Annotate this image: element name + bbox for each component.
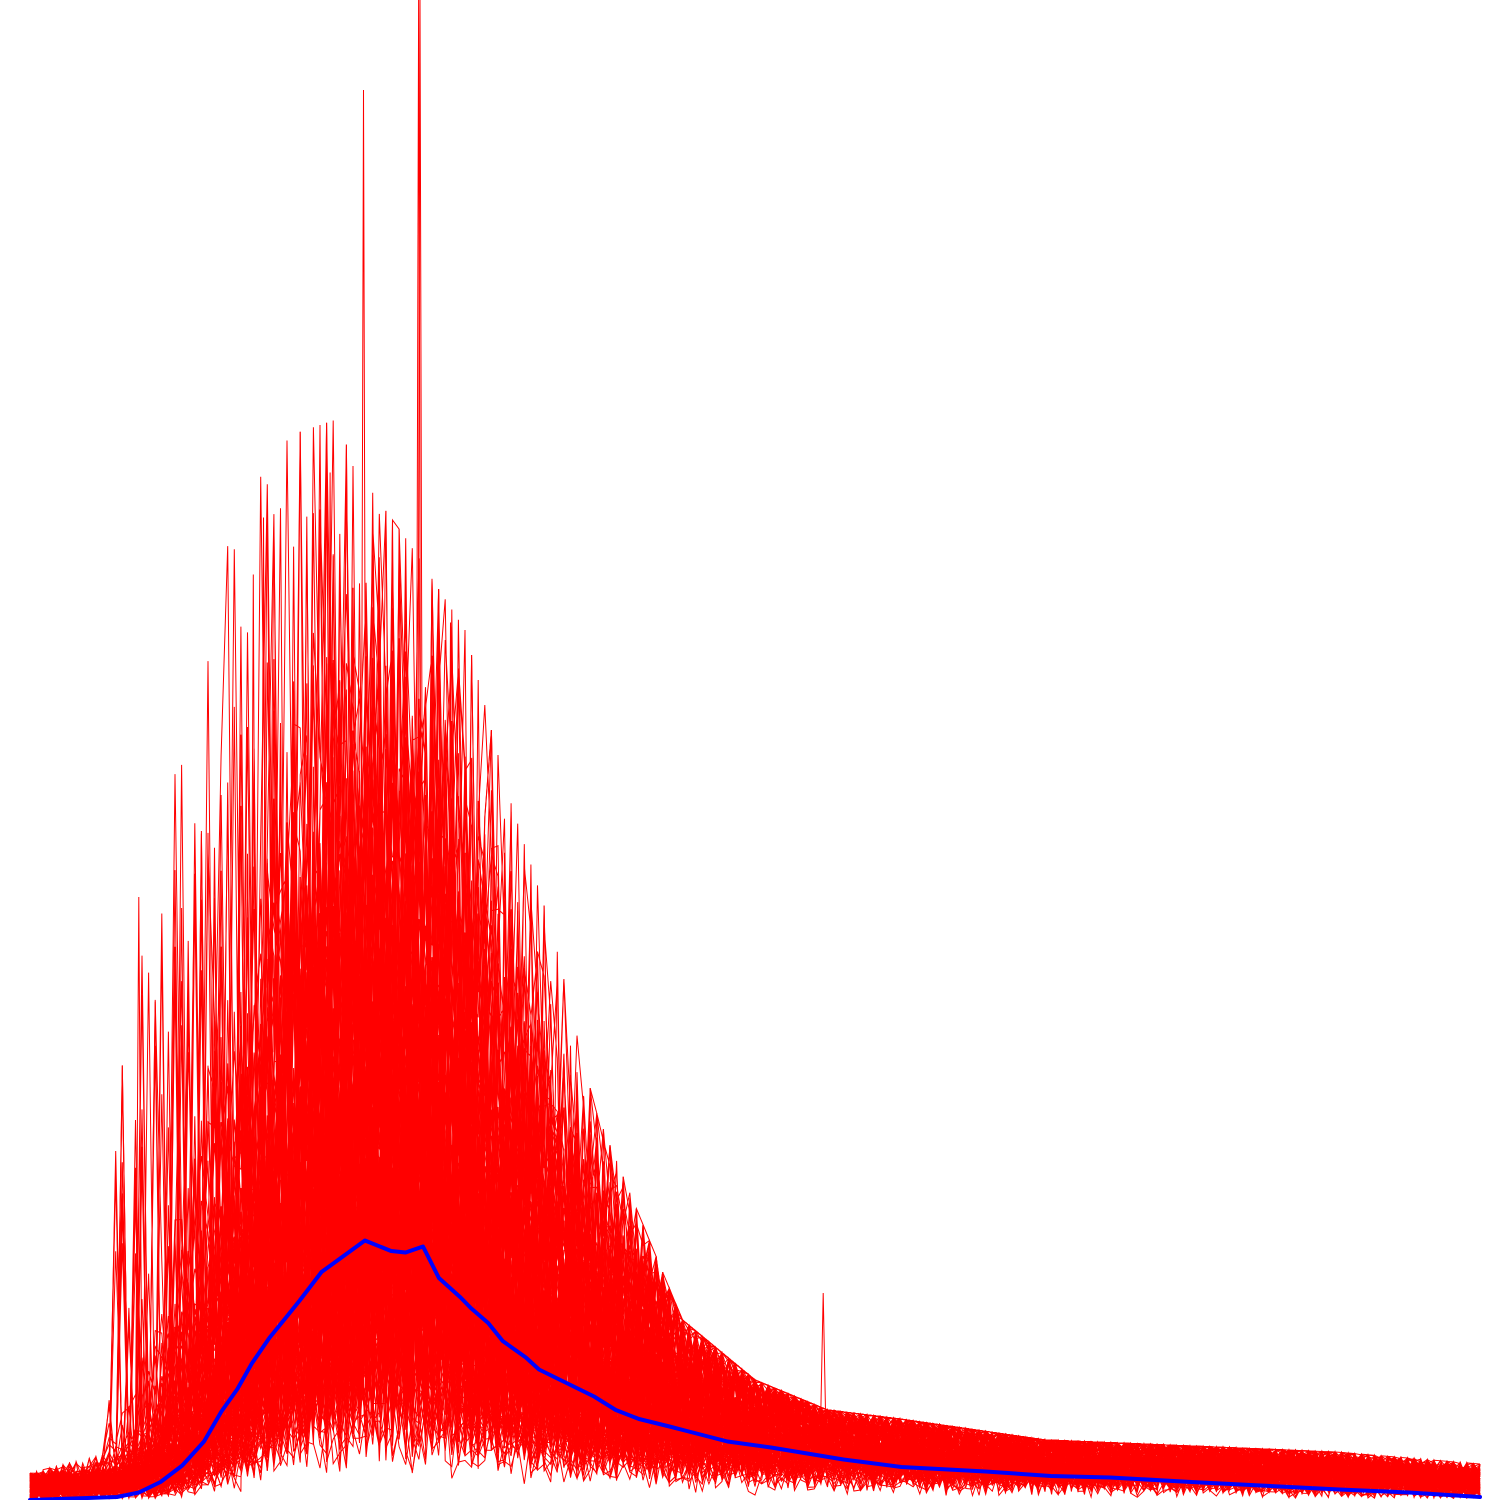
spike-line [134,896,143,1497]
trace-line [29,533,1481,1500]
mean-line-group [28,1238,1482,1500]
spike-line [819,1292,828,1479]
trace-line [29,975,1481,1497]
spike-lines-group [134,0,828,1497]
spike-line [326,472,335,1383]
spike-line [446,622,455,1395]
mean-line [28,1238,1482,1500]
trace-line [29,1111,1481,1500]
trace-line [29,910,1481,1497]
spike-line [414,0,423,1375]
spike-line [415,0,425,1374]
spike-line [249,574,258,1431]
trace-line [29,754,1481,1500]
trace-line [29,940,1481,1499]
spike-line [259,517,268,1424]
spike-line [359,89,368,1371]
